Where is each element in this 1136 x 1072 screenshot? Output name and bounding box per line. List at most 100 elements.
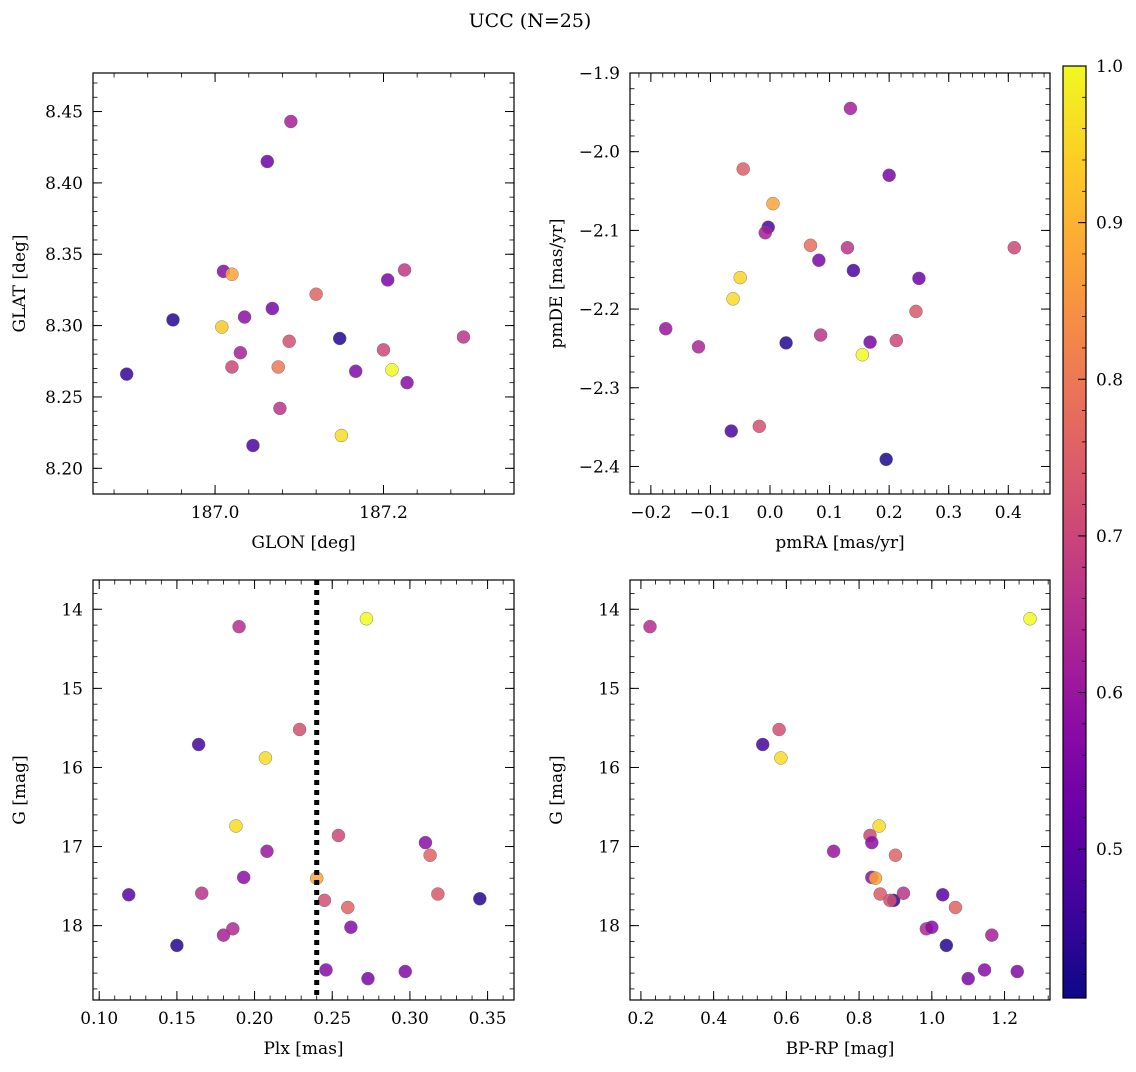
x-axis-label: GLON [deg] — [251, 533, 355, 553]
y-tick-label: 16 — [61, 758, 83, 778]
data-point — [846, 263, 861, 278]
x-tick-label: 0.25 — [313, 1009, 351, 1029]
x-tick-label: 0.4 — [995, 503, 1022, 523]
data-point — [961, 971, 975, 986]
data-point — [883, 893, 897, 908]
data-point — [361, 971, 375, 986]
data-point — [260, 844, 274, 858]
y-tick-label: −2.4 — [579, 457, 620, 477]
axes-frame — [92, 72, 515, 495]
x-tick-label: 0.0 — [756, 503, 783, 523]
data-point — [803, 238, 818, 253]
colorbar-tick-label: 0.5 — [1096, 840, 1123, 860]
x-tick-label: 0.20 — [236, 1009, 274, 1029]
data-point — [349, 364, 363, 378]
data-point — [265, 301, 280, 316]
data-point — [215, 320, 229, 334]
y-tick-label: −1.9 — [579, 64, 620, 84]
data-point — [423, 848, 437, 862]
scatter-points — [119, 114, 471, 453]
y-tick-label: 8.25 — [45, 388, 83, 408]
x-tick-label: 0.15 — [158, 1009, 196, 1029]
panel-pmra-pmde: −0.2 −0.1 0.0 0.1 0.2 0.3 0.4 −2.4 −2.3 −2.2 −2.1 −… — [547, 64, 1051, 553]
data-point — [863, 335, 877, 349]
y-tick-label: 18 — [61, 917, 83, 937]
data-point — [334, 428, 349, 443]
data-point — [985, 928, 999, 942]
colorbar: 0.5 0.6 0.7 0.8 0.9 1.0 — [1062, 57, 1123, 999]
y-tick-label: 18 — [598, 917, 620, 937]
colorbar-tick-label: 0.6 — [1096, 684, 1123, 704]
colorbar-gradient — [1062, 65, 1087, 999]
y-tick-label: 8.35 — [45, 245, 83, 265]
x-tick-label: 0.8 — [846, 1009, 873, 1029]
x-tick-label: 0.35 — [469, 1009, 507, 1029]
data-point — [939, 938, 954, 953]
data-point — [331, 828, 346, 843]
data-point — [191, 737, 206, 752]
data-point — [119, 367, 134, 381]
data-point — [733, 270, 747, 285]
colorbar-tick-label: 1.0 — [1096, 57, 1123, 77]
data-point — [258, 751, 273, 765]
data-point — [271, 360, 285, 374]
x-tick-label: 1.2 — [991, 1009, 1018, 1029]
data-point — [865, 835, 879, 850]
data-point — [855, 348, 870, 362]
x-tick-label: 187.2 — [359, 503, 408, 523]
data-point — [868, 871, 883, 885]
axes-frame — [629, 579, 1051, 1001]
y-tick-label: 16 — [598, 758, 620, 778]
data-point — [840, 240, 855, 255]
data-point — [912, 271, 926, 286]
data-point — [216, 928, 231, 942]
panel-glon-glat: 187.0 187.2 8.20 8.25 8.30 8.35 8.40 8.45 GLON [… — [10, 72, 515, 553]
y-axis-label: G [mag] — [547, 755, 567, 824]
y-tick-label: 17 — [598, 838, 620, 858]
y-tick-label: −2.1 — [579, 221, 620, 241]
data-point — [691, 340, 706, 354]
data-point — [397, 263, 412, 277]
panel-bprp-g: 0.2 0.4 0.6 0.8 1.0 1.2 14 15 16 17 18 BP-RP [mag] G… — [547, 579, 1051, 1059]
figure-title: UCC (N=25) — [469, 10, 592, 32]
data-point — [1023, 612, 1037, 626]
data-point — [359, 612, 374, 626]
data-point — [779, 336, 793, 350]
data-point — [659, 322, 673, 336]
data-point — [233, 346, 248, 360]
y-axis-label: G [mag] — [10, 755, 30, 824]
colorbar-tick-label: 0.7 — [1096, 527, 1123, 547]
colorbar-tick-label: 0.9 — [1096, 214, 1123, 234]
data-point — [418, 835, 433, 850]
panel-plx-g: 0.10 0.15 0.20 0.25 0.30 0.35 14 15 16 17 18 Plx [m… — [10, 579, 515, 1059]
colorbar-tick-label: 0.8 — [1096, 370, 1123, 390]
data-point — [431, 887, 445, 901]
data-point — [758, 226, 772, 240]
data-point — [1007, 240, 1021, 255]
x-tick-label: 0.3 — [935, 503, 962, 523]
data-point — [282, 334, 296, 348]
data-point — [774, 751, 788, 765]
scatter-points — [659, 101, 1021, 467]
data-point — [341, 900, 355, 915]
y-tick-label: 8.20 — [45, 459, 83, 479]
data-point — [812, 253, 826, 267]
x-axis-label: Plx [mas] — [263, 1039, 343, 1059]
data-point — [936, 888, 950, 902]
data-point — [736, 162, 750, 176]
data-point — [643, 619, 657, 634]
data-point — [236, 870, 251, 885]
data-point — [473, 892, 487, 906]
data-point — [225, 267, 239, 281]
data-point — [381, 273, 395, 287]
data-point — [309, 287, 323, 301]
data-point — [843, 101, 858, 116]
x-tick-label: 0.2 — [627, 1009, 654, 1029]
data-point — [232, 619, 246, 634]
data-point — [888, 848, 903, 862]
axes-frame — [92, 579, 515, 1001]
x-tick-label: 0.30 — [391, 1009, 429, 1029]
data-point — [166, 313, 180, 327]
y-axis-label: GLAT [deg] — [10, 234, 30, 332]
panels: 187.0 187.2 8.20 8.25 8.30 8.35 8.40 8.45 GLON [… — [10, 64, 1051, 1059]
